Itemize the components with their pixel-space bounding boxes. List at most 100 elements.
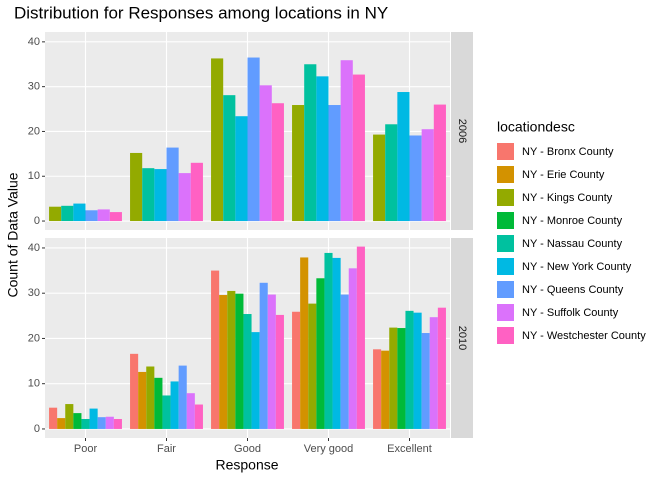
strip-label: 2006: [456, 119, 468, 143]
bar: [397, 92, 410, 222]
bar: [65, 404, 74, 429]
bar: [385, 124, 398, 222]
bar: [352, 74, 365, 222]
bar: [316, 278, 325, 429]
bar: [130, 353, 139, 429]
legend-title: locationdesc: [497, 119, 575, 135]
bar: [271, 103, 284, 222]
legend-key: [497, 166, 514, 183]
strip: [451, 32, 473, 230]
bar: [373, 349, 382, 429]
bar: [292, 105, 305, 222]
bar: [409, 135, 422, 222]
bar: [97, 209, 110, 222]
bar: [154, 377, 163, 429]
legend-key: [497, 281, 514, 298]
bar: [397, 328, 406, 429]
bar: [259, 85, 272, 222]
legend-label: NY - Suffolk County: [522, 307, 619, 319]
bar: [138, 371, 147, 429]
bar: [190, 162, 203, 222]
bar: [247, 57, 260, 222]
bar: [304, 64, 317, 222]
bar: [300, 257, 309, 429]
bar: [73, 203, 86, 222]
bar: [413, 312, 422, 429]
bar: [340, 294, 349, 429]
bar: [235, 116, 248, 222]
bar: [389, 327, 398, 429]
x-tick-label: Very good: [304, 443, 354, 455]
y-tick-label: 10: [28, 170, 40, 182]
bar: [194, 404, 203, 429]
legend-key: [497, 258, 514, 275]
legend-key: [497, 235, 514, 252]
legend-label: NY - Nassau County: [522, 238, 623, 250]
x-tick-label: Excellent: [387, 443, 432, 455]
bar: [97, 417, 106, 429]
legend-label: NY - Bronx County: [522, 146, 614, 158]
bar: [332, 257, 341, 429]
bar: [105, 416, 114, 429]
bar: [154, 169, 167, 222]
bar: [405, 310, 414, 429]
y-axis-label: Count of Data Value: [5, 172, 21, 297]
legend-key: [497, 189, 514, 206]
bar: [437, 307, 446, 429]
bar: [130, 152, 143, 222]
bar: [235, 293, 244, 429]
bar: [81, 418, 90, 429]
bar: [162, 395, 171, 429]
x-tick-label: Poor: [74, 443, 98, 455]
bar: [227, 290, 236, 429]
legend-label: NY - Westchester County: [522, 330, 646, 342]
bar: [433, 104, 446, 222]
legend-key: [497, 327, 514, 344]
bar: [275, 314, 284, 429]
bar: [211, 58, 224, 222]
bar: [211, 270, 220, 429]
bar: [223, 95, 236, 222]
bar: [324, 252, 333, 429]
y-tick-label: 20: [28, 332, 40, 344]
x-tick-label: Good: [234, 443, 261, 455]
bar: [57, 418, 66, 429]
strip-label: 2010: [456, 326, 468, 350]
bar: [381, 350, 390, 429]
bar: [178, 173, 191, 222]
bar: [49, 407, 58, 429]
x-tick-label: Fair: [157, 443, 176, 455]
legend-key: [497, 304, 514, 321]
bar: [348, 268, 357, 429]
y-tick-label: 30: [28, 287, 40, 299]
bar: [259, 282, 268, 429]
legend-label: NY - Kings County: [522, 192, 613, 204]
bar: [85, 210, 98, 222]
bar: [178, 365, 187, 429]
bar: [89, 408, 98, 429]
bar: [109, 212, 122, 222]
bar: [421, 333, 430, 429]
legend-label: NY - Monroe County: [522, 215, 623, 227]
x-axis-label: Response: [215, 457, 278, 473]
y-tick-label: 0: [34, 215, 40, 227]
bar: [146, 366, 155, 429]
bar: [316, 76, 329, 222]
legend-key: [497, 212, 514, 229]
bar: [328, 105, 341, 222]
bar: [219, 295, 228, 429]
bar: [243, 314, 252, 429]
legend-label: NY - Erie County: [522, 169, 605, 181]
y-tick-label: 20: [28, 125, 40, 137]
bar: [373, 134, 386, 222]
bar: [186, 393, 195, 429]
bar: [251, 332, 260, 429]
y-tick-label: 30: [28, 81, 40, 93]
bar: [356, 246, 365, 429]
bar: [170, 381, 179, 429]
bar: [142, 168, 155, 222]
bar: [308, 303, 317, 429]
strip: [451, 238, 473, 438]
y-tick-label: 40: [28, 36, 40, 48]
